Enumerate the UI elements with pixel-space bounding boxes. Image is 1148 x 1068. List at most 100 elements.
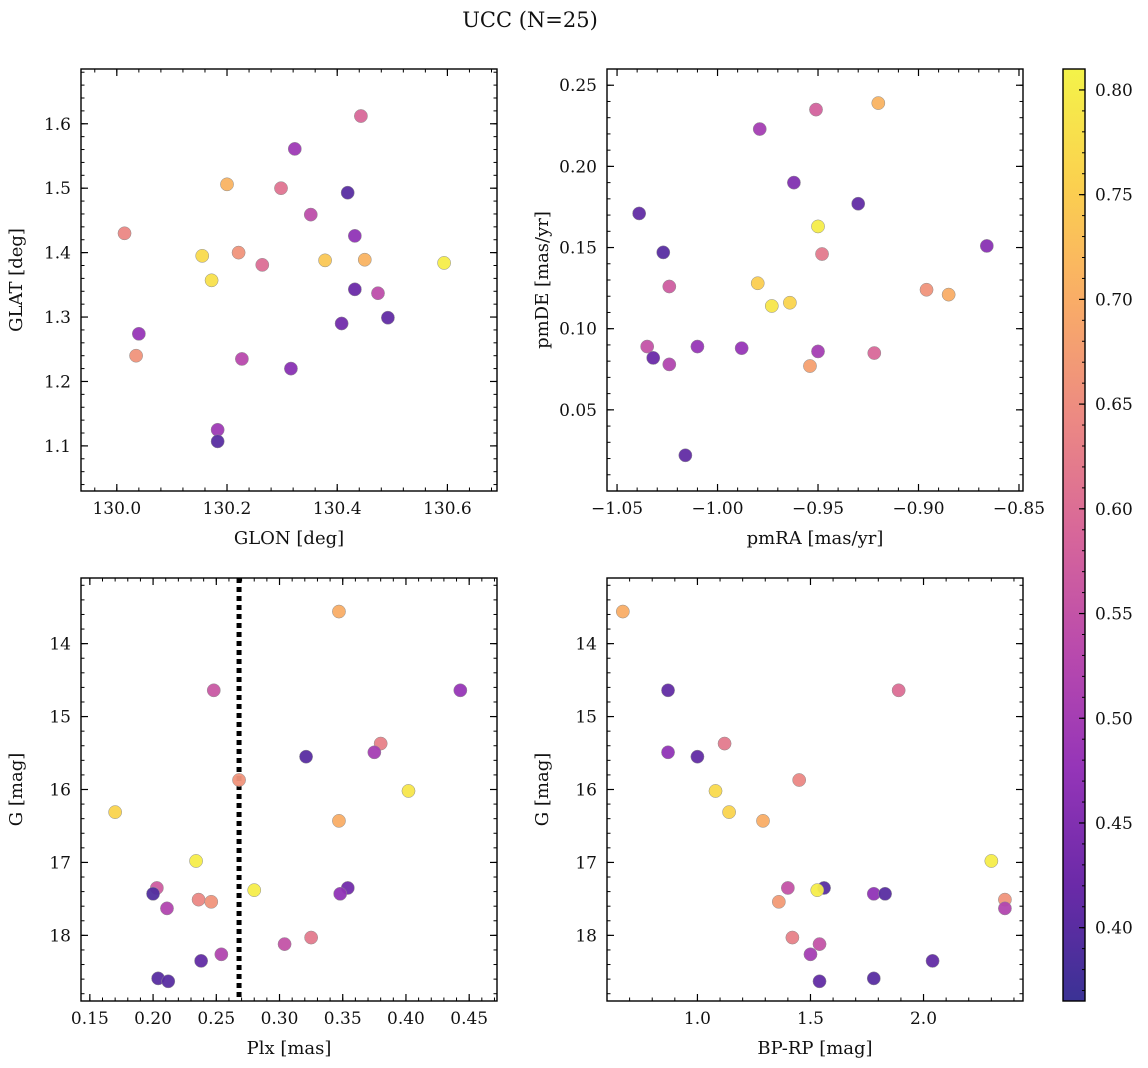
plx-g-point: [247, 883, 262, 897]
pmra-pmde-x-tick-label: −0.95: [792, 499, 844, 519]
glon-glat-point: [220, 177, 234, 192]
plx-g-x-tick-label: 0.45: [450, 1009, 488, 1029]
glon-glat-y-tick-label: 1.5: [44, 179, 71, 199]
glon-glat-x-tick-label: 130.2: [203, 499, 252, 519]
plx-g-x-tick-label: 0.20: [134, 1009, 172, 1029]
glon-glat-axes-frame: [80, 68, 498, 492]
glon-glat-point: [347, 282, 362, 297]
colorbar-tick-label: 0.80: [1095, 81, 1133, 101]
plx-g-point: [204, 894, 219, 909]
bprp-g-point: [866, 971, 881, 986]
pmra-pmde-point: [979, 239, 994, 253]
glon-glat-point: [303, 207, 318, 222]
plx-g-x-axis-label: Plx [mas]: [247, 1038, 332, 1059]
pmra-pmde-point: [851, 196, 866, 211]
pmra-pmde-point: [941, 287, 956, 302]
plx-g-point: [453, 683, 468, 698]
pmra-pmde-y-axis-label: pmDE [mas/yr]: [532, 211, 553, 349]
glon-glat-point: [381, 310, 395, 325]
bprp-g-axes-frame: [606, 577, 1024, 1002]
plx-g-x-tick-label: 0.30: [261, 1009, 299, 1029]
glon-glat-point: [437, 256, 451, 270]
colorbar: [1062, 68, 1086, 1002]
glon-glat-x-tick-label: 130.6: [423, 499, 472, 519]
pmra-pmde-point: [764, 299, 779, 313]
bprp-g-point: [810, 883, 825, 897]
bprp-g-point: [812, 974, 827, 989]
pmra-pmde-axes-frame: [606, 68, 1024, 492]
bprp-g-x-tick-label: 1.0: [684, 1009, 711, 1029]
bprp-g-point: [708, 784, 723, 798]
panel-pmra-pmde: −1.05 −1.00 −0.95 −0.90 −0.85 0.05 0.10 0.15 0.2…: [532, 68, 1045, 549]
glon-glat-point: [357, 252, 372, 267]
plx-g-point: [206, 683, 221, 698]
bprp-g-y-tick-label: 17: [575, 853, 597, 873]
plx-g-y-tick-label: 14: [49, 635, 71, 655]
bprp-g-point: [771, 894, 786, 909]
pmra-pmde-point: [750, 276, 765, 291]
colorbar-tick-label: 0.60: [1095, 500, 1133, 520]
bprp-g-point: [717, 736, 732, 751]
glon-glat-point: [334, 316, 349, 331]
plx-g-point: [304, 930, 318, 945]
bprp-g-point: [803, 947, 818, 962]
pmra-pmde-y-tick-label: 0.20: [559, 157, 597, 177]
pmra-pmde-point: [871, 96, 886, 110]
bprp-g-x-tick-label: 1.5: [797, 1009, 824, 1029]
colorbar-tick-label: 0.50: [1095, 709, 1133, 729]
bprp-g-point: [615, 604, 630, 619]
glon-glat-points: [117, 109, 451, 449]
plx-g-x-tick-label: 0.40: [387, 1009, 425, 1029]
plx-g-x-tick-label: 0.25: [197, 1009, 235, 1029]
plx-g-point: [161, 974, 176, 989]
pmra-pmde-point: [787, 175, 801, 190]
pmra-pmde-point: [662, 357, 677, 372]
plx-g-axes-frame: [80, 577, 498, 1002]
plx-g-x-tick-label: 0.15: [71, 1009, 109, 1029]
glon-glat-point: [117, 226, 132, 241]
figure-title: UCC (N=25): [462, 8, 598, 32]
bprp-g-point: [785, 930, 800, 945]
colorbar-tick-label: 0.40: [1095, 919, 1133, 939]
panel-plx-g: 0.15 0.20 0.25 0.30 0.35 0.40 0.45 14 15 16 17 18 Pl…: [6, 577, 498, 1059]
bprp-g-point: [661, 683, 675, 698]
plx-g-point: [299, 749, 313, 764]
plx-g-point: [401, 784, 416, 798]
colorbar-tick-label: 0.70: [1095, 290, 1133, 310]
colorbar-tick-label: 0.65: [1095, 395, 1133, 415]
glon-glat-x-tick-label: 130.0: [92, 499, 141, 519]
pmra-pmde-ticks: [607, 68, 1023, 492]
colorbar-tick-label: 0.75: [1095, 186, 1133, 206]
pmra-pmde-point: [656, 245, 671, 260]
glon-glat-point: [318, 253, 332, 268]
plx-g-point: [189, 854, 203, 868]
pmra-pmde-point: [640, 339, 655, 354]
glon-glat-y-tick-label: 1.4: [44, 244, 71, 264]
bprp-g-y-tick-label: 18: [575, 926, 597, 946]
bprp-g-point: [812, 937, 827, 951]
pmra-pmde-point: [783, 295, 797, 310]
bprp-g-y-axis-label: G [mag]: [532, 753, 553, 826]
plx-g-point: [146, 886, 160, 901]
bprp-g-point: [925, 954, 940, 968]
pmra-pmde-point: [646, 351, 661, 365]
bprp-g-x-tick-label: 2.0: [910, 1009, 937, 1029]
plx-g-point: [108, 805, 122, 819]
glon-glat-point: [274, 181, 288, 196]
colorbar-tick-label: 0.45: [1095, 814, 1133, 834]
pmra-pmde-point: [690, 339, 705, 354]
glon-glat-y-tick-label: 1.3: [44, 308, 71, 328]
glon-glat-point: [204, 273, 219, 288]
bprp-g-point: [781, 881, 795, 895]
glon-glat-point: [255, 258, 270, 272]
pmra-pmde-x-tick-label: −0.85: [993, 499, 1045, 519]
plx-g-point: [277, 937, 292, 951]
glon-glat-y-tick-label: 1.1: [44, 437, 71, 457]
bprp-g-points: [615, 604, 1012, 989]
pmra-pmde-point: [919, 282, 934, 297]
pmra-pmde-y-tick-label: 0.25: [559, 76, 597, 96]
pmra-pmde-point: [734, 341, 749, 356]
bprp-g-ticks: [606, 578, 1023, 1001]
pmra-pmde-x-tick-label: −0.90: [892, 499, 944, 519]
bprp-g-point: [998, 901, 1012, 916]
